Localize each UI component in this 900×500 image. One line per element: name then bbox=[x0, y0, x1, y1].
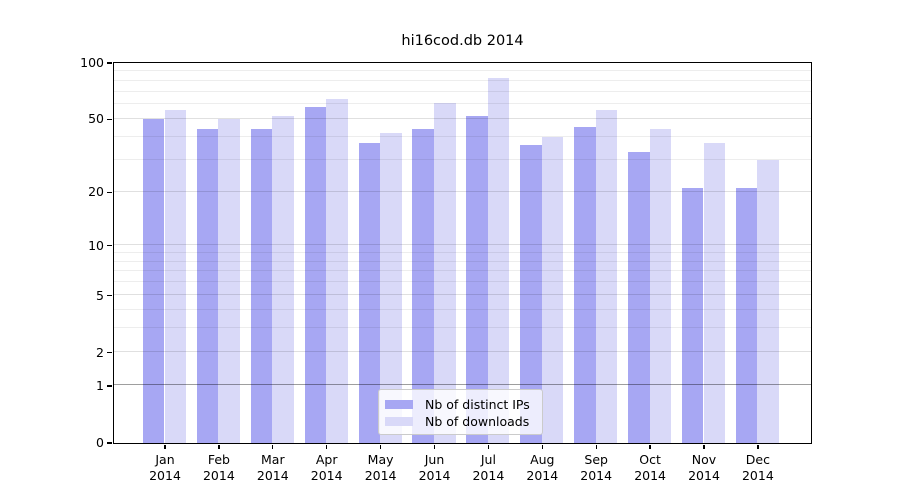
bar-downloads-dec bbox=[757, 159, 779, 443]
y-tick-label: 2 bbox=[96, 344, 104, 360]
bar-distinct-ips-may bbox=[358, 143, 381, 443]
x-tick-label-dec: Dec 2014 bbox=[741, 452, 774, 483]
major-gridline bbox=[113, 117, 811, 119]
bar-distinct-ips-jul bbox=[466, 115, 488, 443]
chart-title: hi16cod.db 2014 bbox=[401, 33, 524, 49]
bar-downloads-apr bbox=[326, 98, 348, 443]
major-gridline bbox=[113, 294, 811, 295]
minor-gridline bbox=[113, 327, 811, 329]
minor-gridline bbox=[113, 260, 811, 262]
y-tick-label: 50 bbox=[88, 111, 104, 127]
x-tick bbox=[218, 444, 220, 449]
minor-gridline bbox=[113, 90, 811, 92]
x-tick bbox=[649, 444, 651, 449]
bar-distinct-ips-sep bbox=[574, 127, 596, 443]
x-tick bbox=[541, 444, 543, 449]
x-tick bbox=[272, 444, 274, 449]
minor-gridline bbox=[113, 309, 811, 310]
bar-distinct-ips-jun bbox=[412, 129, 434, 443]
minor-gridline bbox=[113, 135, 811, 137]
y-tick bbox=[107, 191, 112, 193]
y-tick-label: 100 bbox=[80, 55, 104, 70]
x-tick-label-feb: Feb 2014 bbox=[202, 452, 235, 483]
x-tick-label-aug: Aug 2014 bbox=[526, 452, 559, 483]
minor-gridline bbox=[113, 158, 811, 160]
bar-distinct-ips-dec bbox=[735, 188, 758, 443]
distinct-ips-swatch bbox=[385, 400, 413, 409]
bar-distinct-ips-aug bbox=[520, 145, 542, 443]
legend-item: Nb of distinct IPs bbox=[385, 396, 542, 413]
bar-downloads-jul bbox=[487, 77, 510, 443]
x-tick bbox=[757, 444, 759, 449]
bar-downloads-may bbox=[380, 132, 402, 443]
x-tick bbox=[326, 444, 328, 449]
x-tick-label-jan: Jan 2014 bbox=[149, 452, 181, 483]
x-tick-label-jul: Jul 2014 bbox=[472, 452, 505, 483]
x-tick bbox=[595, 444, 597, 449]
bar-downloads-oct bbox=[649, 129, 672, 443]
x-tick bbox=[379, 444, 382, 449]
minor-gridline bbox=[113, 251, 811, 253]
major-gridline bbox=[113, 244, 811, 246]
plot-area bbox=[112, 61, 812, 444]
y-tick bbox=[107, 442, 112, 444]
bar-distinct-ips-apr bbox=[304, 106, 327, 443]
x-tick bbox=[433, 444, 436, 449]
y-tick-label: 0 bbox=[96, 435, 104, 450]
downloads-swatch bbox=[385, 417, 413, 426]
bar-downloads-sep bbox=[595, 109, 618, 443]
y-tick-label: 20 bbox=[88, 184, 104, 200]
bar-downloads-feb bbox=[218, 118, 240, 443]
minor-gridline bbox=[113, 281, 811, 283]
major-gridline bbox=[113, 351, 811, 352]
bar-downloads-mar bbox=[272, 115, 294, 443]
y-tick-label: 5 bbox=[96, 287, 104, 303]
bar-distinct-ips-jan bbox=[142, 118, 165, 443]
minor-gridline bbox=[113, 103, 811, 104]
y-tick-label: 1 bbox=[96, 377, 104, 393]
bar-downloads-jan bbox=[164, 109, 187, 443]
bar-downloads-jun bbox=[434, 102, 456, 443]
major-gridline bbox=[113, 190, 811, 192]
bar-distinct-ips-feb bbox=[196, 129, 219, 443]
y-tick bbox=[107, 118, 112, 120]
bar-downloads-nov bbox=[703, 143, 726, 443]
x-tick-label-jun: Jun 2014 bbox=[418, 452, 451, 483]
x-tick-label-may: May 2014 bbox=[364, 452, 397, 483]
minor-gridline bbox=[113, 79, 811, 81]
x-tick bbox=[487, 444, 490, 449]
y-tick bbox=[107, 244, 112, 247]
y-tick bbox=[107, 385, 112, 387]
x-tick-label-apr: Apr 2014 bbox=[310, 452, 343, 483]
x-tick bbox=[164, 444, 166, 449]
x-tick-label-sep: Sep 2014 bbox=[580, 452, 613, 483]
minor-gridline bbox=[113, 70, 811, 72]
y-tick-label: 10 bbox=[88, 237, 104, 253]
bar-distinct-ips-mar bbox=[250, 129, 273, 443]
bar-downloads-aug bbox=[541, 136, 564, 443]
x-tick-label-oct: Oct 2014 bbox=[634, 452, 666, 483]
x-tick-label-nov: Nov 2014 bbox=[688, 452, 720, 483]
y-tick bbox=[107, 294, 112, 297]
legend-item-label: Nb of downloads bbox=[425, 414, 530, 429]
y-tick bbox=[107, 351, 112, 354]
major-gridline bbox=[113, 384, 811, 386]
x-tick-label-mar: Mar 2014 bbox=[256, 452, 289, 483]
legend: Nb of distinct IPs Nb of downloads bbox=[378, 389, 543, 435]
legend-item-label: Nb of distinct IPs bbox=[425, 397, 530, 412]
x-tick bbox=[703, 444, 705, 449]
bar-distinct-ips-oct bbox=[628, 152, 650, 443]
y-tick bbox=[107, 62, 112, 64]
legend-item: Nb of downloads bbox=[385, 413, 542, 430]
bar-distinct-ips-nov bbox=[681, 188, 704, 443]
minor-gridline bbox=[113, 270, 811, 272]
